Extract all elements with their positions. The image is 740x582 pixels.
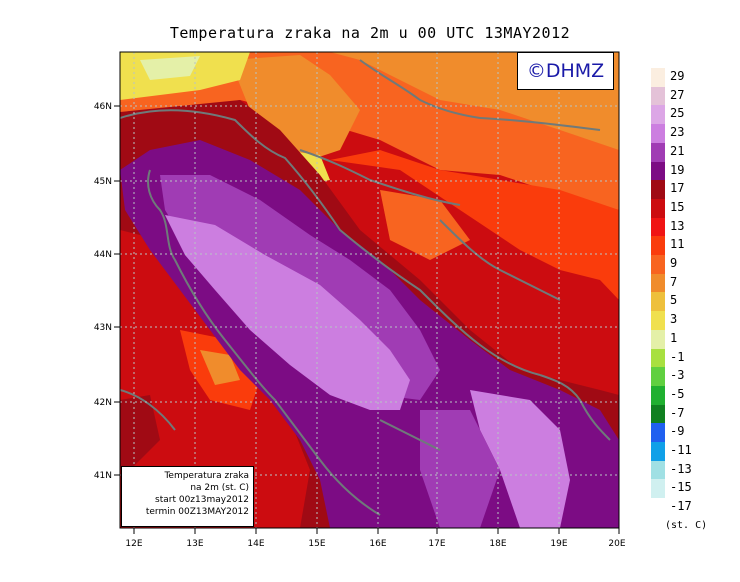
- legend-swatch: [651, 124, 665, 144]
- legend-swatch: [651, 479, 665, 499]
- legend-label: -1: [670, 349, 685, 364]
- legend-swatch: [651, 460, 665, 480]
- legend-label: 29: [670, 69, 685, 83]
- legend-swatch: [651, 423, 665, 443]
- legend-swatch: [651, 68, 665, 88]
- legend-swatch: [651, 217, 665, 237]
- legend-swatch: [651, 236, 665, 256]
- lon-label-13e: 13E: [186, 539, 203, 549]
- dhmz-logo: ©DHMZ: [517, 52, 614, 90]
- lon-label-19e: 19E: [550, 539, 567, 549]
- info-line-3: start 00z13may2012: [155, 495, 249, 505]
- lon-label-18e: 18E: [489, 539, 506, 549]
- legend-label: 5: [670, 293, 678, 308]
- legend-label: 17: [670, 181, 685, 196]
- info-box: Temperatura zraka na 2m (st. C) start 00…: [121, 466, 254, 527]
- legend-swatch: [651, 142, 665, 162]
- legend-swatch: [651, 385, 665, 406]
- legend-label: -11: [670, 443, 692, 457]
- legend-swatch: [651, 198, 665, 219]
- lon-label-12e: 12E: [125, 539, 142, 549]
- legend-label: 23: [670, 125, 685, 140]
- info-line-1: Temperatura zraka: [164, 471, 249, 481]
- lon-label-17e: 17E: [428, 539, 445, 549]
- legend-swatch: [651, 292, 665, 312]
- legend-swatch: [651, 180, 665, 200]
- coastlines: [120, 59, 611, 516]
- legend-label: 9: [670, 256, 678, 270]
- axis-ticks: [114, 105, 620, 534]
- legend-label: 3: [670, 312, 678, 327]
- legend-swatch: [651, 273, 665, 293]
- plot-frame: [119, 51, 620, 529]
- legend-label: 15: [670, 199, 685, 214]
- info-line-2: na 2m (st. C): [190, 483, 249, 493]
- lat-label-46n: 46N: [94, 102, 112, 112]
- legend-label: -7: [670, 405, 685, 420]
- legend-label: -5: [670, 386, 685, 401]
- legend-swatch: [651, 367, 665, 387]
- legend-label: 13: [670, 218, 685, 233]
- legend-label: -9: [670, 424, 685, 439]
- legend-units: (st. C): [665, 520, 708, 531]
- legend-swatch: [651, 86, 665, 106]
- legend-label: -15: [670, 480, 692, 495]
- legend-swatch: [651, 442, 665, 462]
- legend-label: 25: [670, 106, 685, 121]
- lat-label-41n: 41N: [94, 471, 112, 481]
- legend-swatch: [651, 404, 665, 424]
- map-title: Temperatura zraka na 2m u 00 UTC 13MAY20…: [169, 24, 571, 42]
- legend-swatch: [651, 311, 665, 331]
- legend-label: 7: [670, 274, 678, 289]
- legend-label: 1: [670, 330, 678, 345]
- lat-label-42n: 42N: [94, 398, 112, 408]
- lat-label-43n: 43N: [94, 323, 112, 333]
- legend-label: 21: [670, 143, 685, 158]
- legend-label: -17: [670, 499, 692, 514]
- legend-label: 19: [670, 162, 685, 177]
- legend-label: -3: [670, 368, 685, 383]
- lon-label-14e: 14E: [247, 539, 264, 549]
- info-line-4: termin 00Z13MAY2012: [145, 507, 249, 517]
- lon-label-16e: 16E: [369, 539, 386, 549]
- legend-swatch: [651, 348, 665, 368]
- legend-swatch: [651, 105, 665, 125]
- legend-label: 11: [670, 237, 685, 252]
- legend-swatch: [651, 498, 665, 518]
- legend-swatch: [651, 161, 665, 181]
- legend-swatch: [651, 255, 665, 275]
- lat-label-45n: 45N: [94, 177, 112, 187]
- legend-label: 27: [670, 87, 685, 102]
- temperature-field: [120, 52, 619, 528]
- lon-label-15e: 15E: [308, 539, 325, 549]
- lon-label-20e: 20E: [608, 539, 625, 549]
- legend-swatch: [651, 329, 665, 349]
- grid-lines: [120, 52, 619, 528]
- lat-label-44n: 44N: [94, 250, 112, 260]
- legend-label: -13: [670, 461, 692, 476]
